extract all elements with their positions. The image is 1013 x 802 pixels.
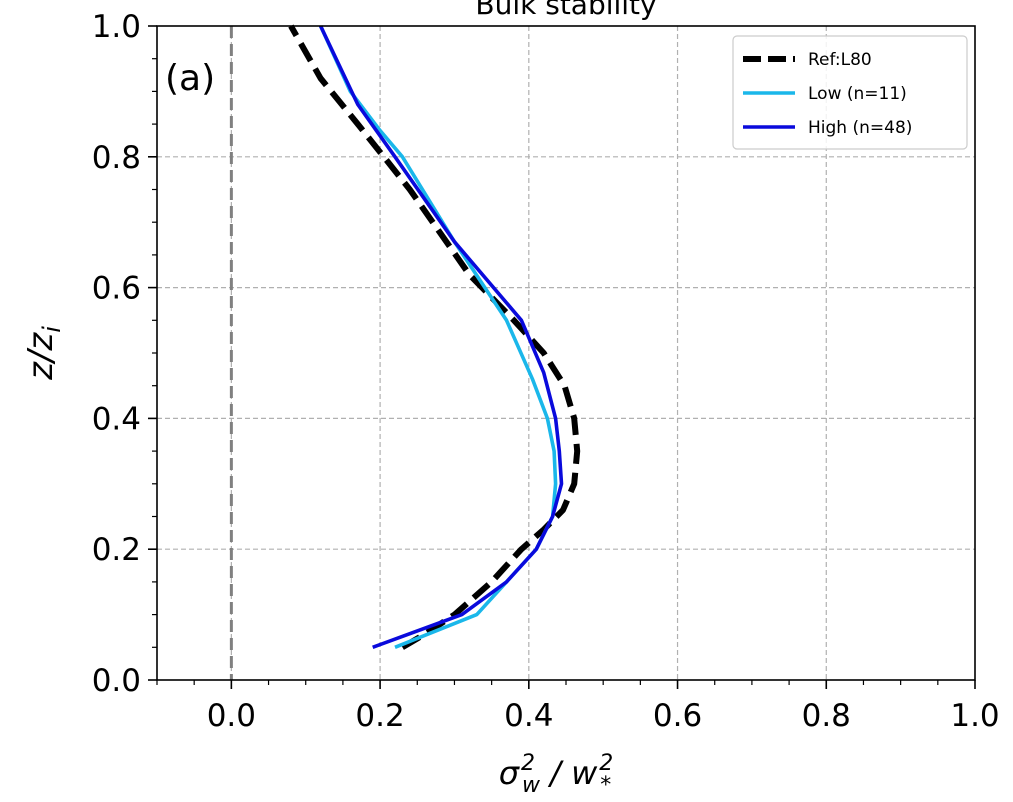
y-axis-label: z/zi: [21, 326, 66, 381]
y-tick-label: 0.8: [92, 140, 141, 176]
x-tick-label: 1.0: [950, 698, 999, 734]
y-tick-label: 0.6: [92, 271, 141, 307]
y-tick-label: 1.0: [92, 9, 141, 45]
x-tick-label: 0.8: [802, 698, 851, 734]
series-line-1: [288, 24, 581, 650]
series-layer: [288, 24, 581, 650]
legend-label-3: High (n=48): [808, 118, 912, 138]
grid-layer: [157, 26, 975, 680]
x-tick-label: 0.6: [653, 698, 702, 734]
legend-label-2: Low (n=11): [808, 84, 907, 104]
y-tick-label: 0.2: [92, 532, 141, 568]
legend-label-1: Ref:L80: [808, 50, 872, 70]
x-axis-label: σ2 w / w2 *: [499, 751, 614, 798]
series-line-3: [318, 25, 564, 649]
y-tick-label: 0.4: [92, 401, 141, 437]
chart-title: Bulk stability: [475, 0, 656, 21]
x-tick-label: 0.0: [207, 698, 256, 734]
panel-label: (a): [165, 58, 215, 99]
legend: Ref:L80 Low (n=11) High (n=48): [732, 35, 968, 150]
x-tick-label: 0.4: [504, 698, 553, 734]
y-tick-label: 0.0: [92, 663, 141, 699]
legend-box: [732, 35, 968, 150]
tick-layer: 0.0 0.2 0.4 0.6 0.8 1.0 0.0 0.2 0.4 0.6 0.8 1.0: [92, 9, 1000, 734]
x-tick-label: 0.2: [355, 698, 404, 734]
